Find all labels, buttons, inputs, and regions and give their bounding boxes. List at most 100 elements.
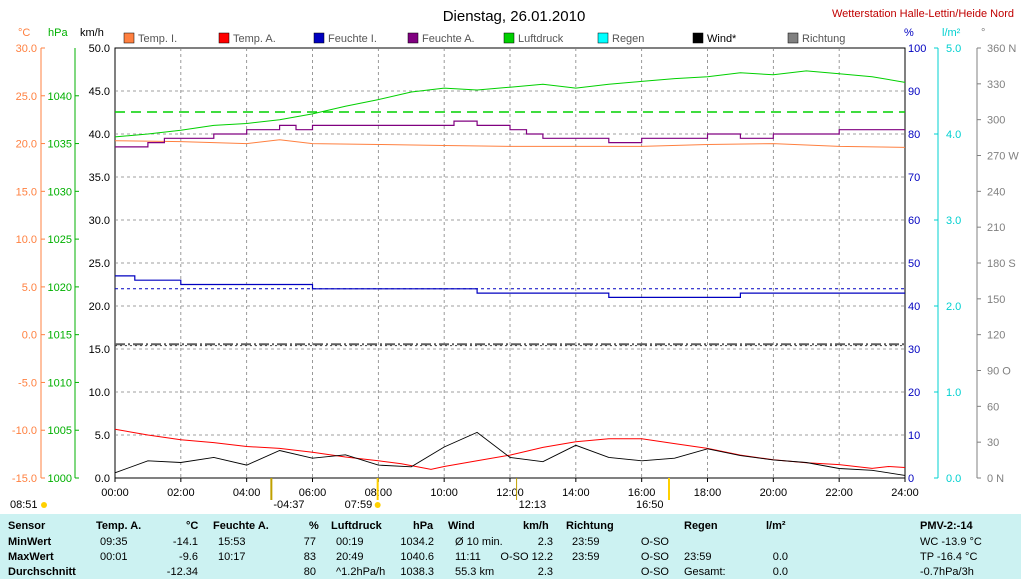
stats-cell: WC -13.9 °C: [920, 536, 982, 548]
series-line: [114, 431, 906, 476]
stats-cell: TP -16.4 °C: [920, 551, 978, 563]
direction-tick-label: 120: [987, 330, 1005, 342]
stats-cell: 0.0: [772, 551, 788, 563]
statistics-panel: Sensor Temp. A. °C Feuchte A. % Luftdruc…: [0, 514, 1021, 579]
stats-cell: Ø 10 min.: [455, 536, 503, 548]
twilight-time: -04:37: [273, 499, 304, 511]
rain-tick-label: 3.0: [946, 215, 961, 227]
legend-label: Regen: [612, 33, 644, 45]
stats-cell: 23:59: [572, 551, 600, 563]
stats-cell: O-SO 12.2: [500, 551, 553, 563]
stats-cell: -9.6: [179, 551, 198, 563]
direction-tick-label: 360 N: [987, 43, 1016, 55]
legend-label: Feuchte I.: [328, 33, 377, 45]
sun-icon: [41, 502, 47, 508]
pressure-tick-label: 1040: [48, 91, 72, 103]
wind-tick-label: 20.0: [89, 301, 110, 313]
legend-swatch: [597, 32, 609, 44]
direction-tick-label: 60: [987, 401, 999, 413]
time-tick-label: 20:00: [760, 487, 788, 499]
stats-cell: O-SO: [640, 536, 669, 548]
pressure-tick-label: 1025: [48, 234, 72, 246]
stats-sensor-header: Sensor: [8, 520, 46, 532]
legend-swatch: [503, 32, 515, 44]
wind-tick-label: 15.0: [89, 344, 110, 356]
direction-tick-label: 90 O: [987, 366, 1011, 378]
right-axes: 10090807060504030201005.04.03.02.01.00.0…: [908, 43, 1019, 485]
legend-label: Temp. A.: [233, 33, 276, 45]
stats-cell: 23:59: [572, 536, 600, 548]
legend-label: Luftdruck: [518, 33, 564, 45]
stats-cell: 1034.2: [400, 536, 434, 548]
temp-unit-label: °C: [18, 27, 30, 39]
legend: Temp. I. Temp. A. Feuchte I. Feuchte A. Luft…: [123, 32, 845, 45]
humidity-tick-label: 100: [908, 43, 926, 55]
series-line: [114, 139, 906, 148]
stats-cell: 09:35: [100, 536, 128, 548]
time-tick-label: 06:00: [299, 487, 327, 499]
stats-cell: 00:19: [336, 536, 364, 548]
left-axes: 30.0 25.0 20.0 15.0 10.0 5.0 0.0 -5.0 -10.0 -15.0…: [12, 43, 110, 485]
chart-title: Dienstag, 26.01.2010: [443, 8, 586, 25]
stats-cell: 0.0: [772, 566, 788, 578]
pressure-tick-label: 1035: [48, 139, 72, 151]
wind-tick-label: 45.0: [89, 86, 110, 98]
time-tick-label: 12:00: [496, 487, 524, 499]
humidity-tick-label: 70: [908, 172, 920, 184]
noon-time: 12:13: [519, 499, 547, 511]
stats-cell: 00:01: [100, 551, 128, 563]
temp-tick-label: 5.0: [22, 282, 37, 294]
direction-tick-label: 180 S: [987, 258, 1016, 270]
series-line: [115, 275, 905, 298]
stats-luft-unit: hPa: [413, 520, 434, 532]
temp-tick-label: -5.0: [18, 377, 37, 389]
humidity-tick-label: 60: [908, 215, 920, 227]
time-tick-label: 00:00: [101, 487, 129, 499]
stats-cell: Durchschnitt: [8, 566, 76, 578]
humidity-tick-label: 10: [908, 430, 920, 442]
rain-tick-label: 5.0: [946, 43, 961, 55]
time-tick-label: 16:00: [628, 487, 656, 499]
station-name: Wetterstation Halle-Lettin/Heide Nord: [832, 8, 1014, 20]
direction-tick-label: 330: [987, 79, 1005, 91]
stats-temp-header: Temp. A.: [96, 520, 142, 532]
direction-tick-label: 300: [987, 115, 1005, 127]
stats-cell: -0.7hPa/3h: [920, 566, 974, 578]
wind-tick-label: 25.0: [89, 258, 110, 270]
rain-tick-label: 0.0: [946, 473, 961, 485]
plot-area: [114, 47, 906, 479]
stats-pmv-header: PMV-2:-14: [920, 520, 973, 532]
stats-cell: 15:53: [218, 536, 246, 548]
stats-cell: MinWert: [8, 536, 52, 548]
legend-label: Temp. I.: [138, 33, 177, 45]
stats-regen-unit: l/m²: [766, 520, 786, 532]
sun-left-time: 08:51: [10, 499, 38, 511]
sunset-time: 16:50: [636, 499, 664, 511]
pressure-tick-label: 1020: [48, 282, 72, 294]
stats-cell: 23:59: [684, 551, 712, 563]
plot-frame: [114, 47, 906, 479]
wind-unit-label: km/h: [80, 27, 104, 39]
time-tick-label: 10:00: [430, 487, 458, 499]
pressure-tick-label: 1010: [48, 377, 72, 389]
time-tick-label: 18:00: [694, 487, 722, 499]
humidity-tick-label: 80: [908, 129, 920, 141]
stats-cell: O-SO: [640, 551, 669, 563]
sunrise-icon: [374, 502, 381, 508]
stats-cell: 20:49: [336, 551, 364, 563]
humidity-tick-label: 40: [908, 301, 920, 313]
stats-luft-header: Luftdruck: [331, 520, 382, 532]
pressure-tick-label: 1000: [48, 473, 72, 485]
wind-tick-label: 50.0: [89, 43, 110, 55]
stats-cell: 1040.6: [400, 551, 434, 563]
time-tick-label: 04:00: [233, 487, 261, 499]
temp-tick-label: 20.0: [16, 139, 37, 151]
weather-chart: Dienstag, 26.01.2010 Wetterstation Halle…: [10, 8, 1019, 511]
pressure-unit-label: hPa: [48, 27, 68, 39]
pressure-tick-label: 1030: [48, 186, 72, 198]
temp-tick-label: -15.0: [12, 473, 37, 485]
time-tick-label: 24:00: [891, 487, 919, 499]
stats-cell: 77: [303, 536, 316, 548]
legend-swatch: [218, 32, 230, 44]
stats-wind-unit: km/h: [523, 520, 549, 532]
